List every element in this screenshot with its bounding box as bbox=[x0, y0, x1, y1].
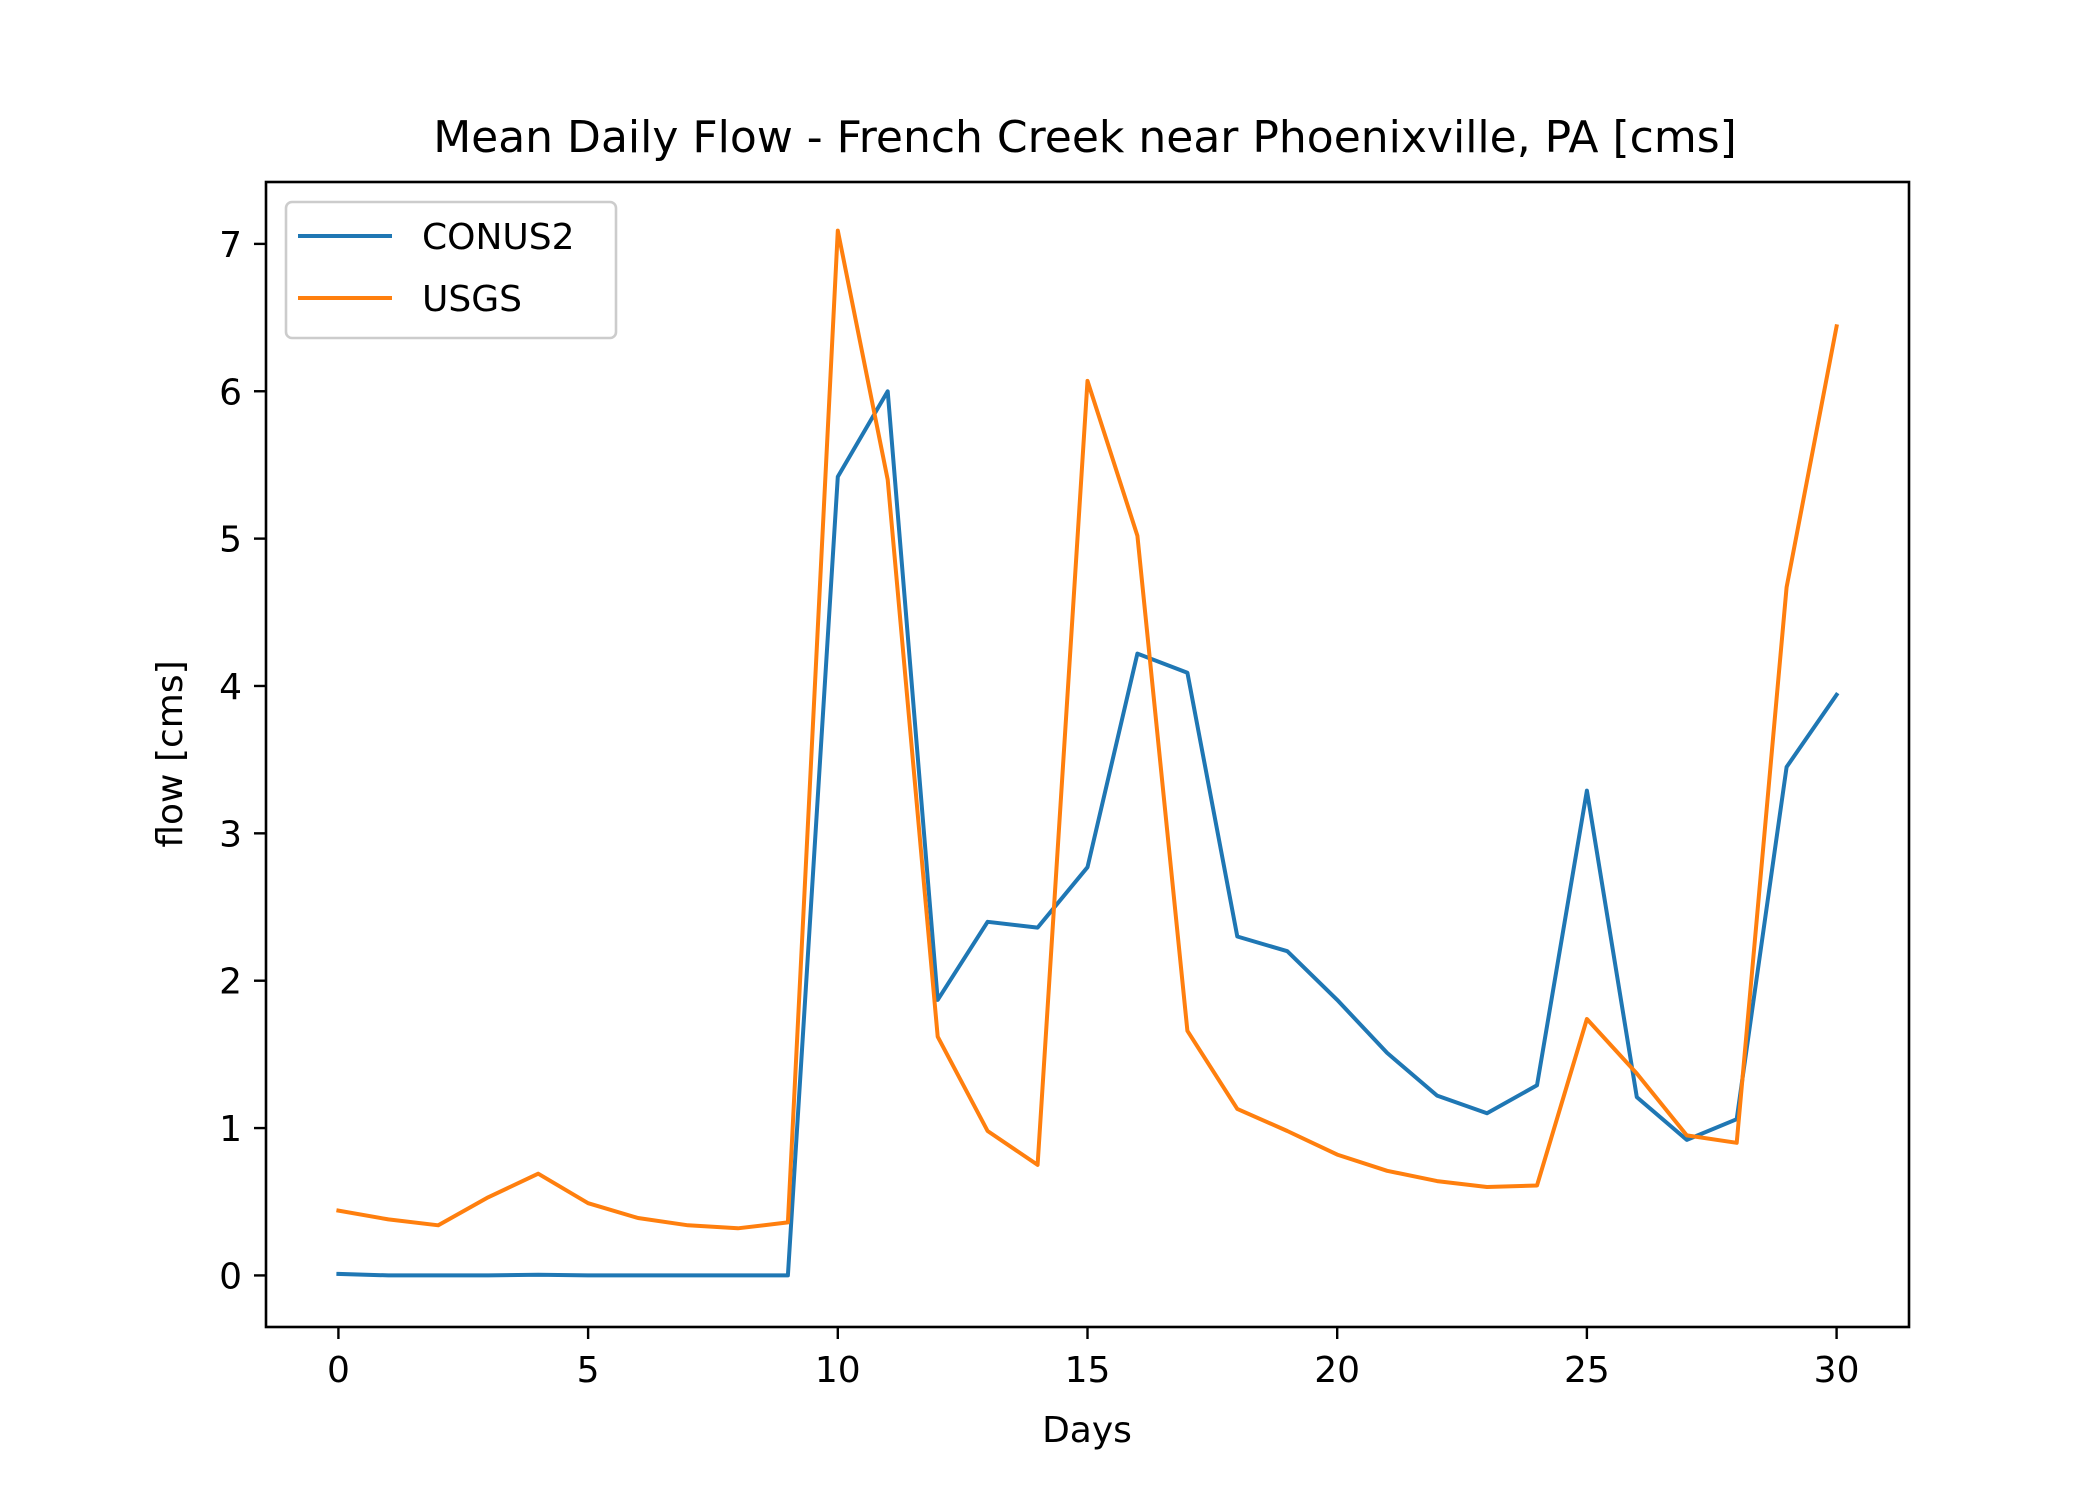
y-tick-label: 4 bbox=[219, 667, 242, 708]
x-tick-label: 5 bbox=[577, 1350, 600, 1391]
y-axis-label: flow [cms] bbox=[150, 660, 191, 847]
legend-label-usgs: USGS bbox=[422, 279, 522, 320]
x-tick-label: 0 bbox=[327, 1350, 350, 1391]
y-tick-label: 7 bbox=[219, 225, 242, 266]
chart-title: Mean Daily Flow - French Creek near Phoe… bbox=[433, 112, 1737, 163]
y-tick-label: 0 bbox=[219, 1256, 242, 1297]
y-axis: 0 1 2 3 4 5 6 7 bbox=[219, 225, 266, 1297]
series-line-usgs bbox=[336, 228, 1839, 1231]
x-axis-label: Days bbox=[1042, 1410, 1132, 1451]
y-tick-label: 6 bbox=[219, 372, 242, 413]
x-tick-label: 10 bbox=[815, 1350, 861, 1391]
x-tick-label: 15 bbox=[1065, 1350, 1111, 1391]
legend-label-conus2: CONUS2 bbox=[422, 217, 575, 258]
x-tick-label: 25 bbox=[1564, 1350, 1610, 1391]
y-tick-label: 5 bbox=[219, 520, 242, 561]
x-tick-label: 30 bbox=[1814, 1350, 1860, 1391]
y-tick-label: 1 bbox=[219, 1109, 242, 1150]
y-tick-label: 2 bbox=[219, 962, 242, 1003]
y-tick-label: 3 bbox=[219, 814, 242, 855]
series-line-conus2 bbox=[336, 389, 1840, 1278]
x-tick-label: 20 bbox=[1314, 1350, 1360, 1391]
x-axis: 0 5 10 15 20 25 30 bbox=[327, 1327, 1860, 1391]
plot-marks bbox=[336, 228, 1840, 1278]
legend: CONUS2 USGS bbox=[284, 200, 618, 340]
